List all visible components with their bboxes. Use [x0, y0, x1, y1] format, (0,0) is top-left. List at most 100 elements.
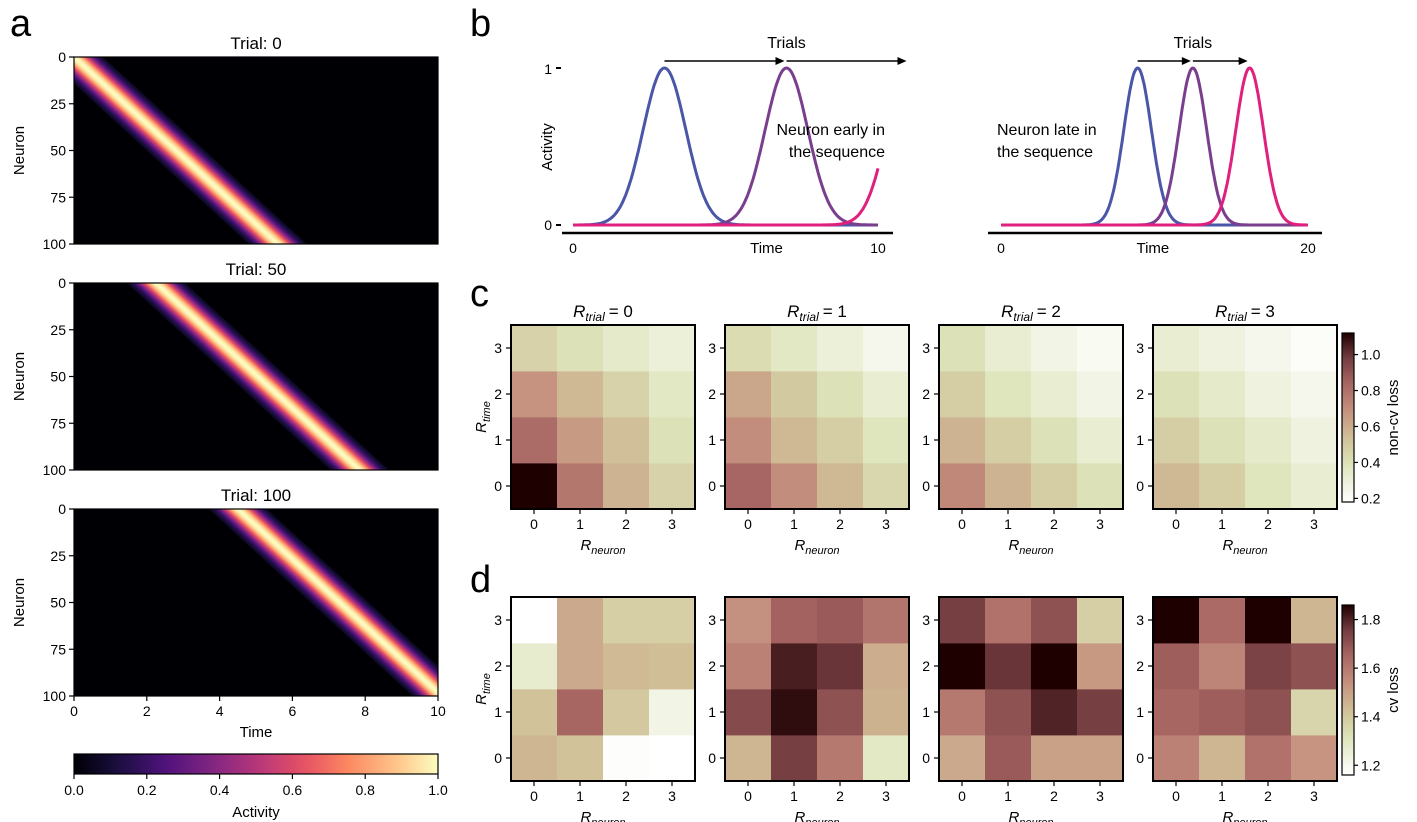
heatmap-cell [511, 643, 558, 690]
heatmap-cell [649, 417, 696, 464]
colorbar-tick-label: 0.6 [1361, 418, 1381, 434]
heatmap-cell [771, 371, 818, 418]
heatmap-cell [863, 643, 910, 690]
y-axis-label: Neuron [11, 578, 28, 627]
x-axis-label: Rneuron [580, 809, 625, 822]
y-tick-label: 100 [43, 236, 67, 252]
sequence-band [203, 509, 438, 696]
y-tick-label: 3 [1136, 612, 1144, 628]
x-axis-label: Rneuron [580, 537, 625, 557]
x-tick-label: 3 [1310, 516, 1318, 532]
heatmap-cell [1245, 371, 1292, 418]
heatmap-cell [817, 597, 864, 644]
heatmap-cell [1199, 597, 1246, 644]
heatmap-cell [649, 325, 696, 372]
heatmap-cell [1031, 735, 1078, 782]
y-tick-label: 3 [708, 612, 716, 628]
y-tick-label: 1 [1136, 432, 1144, 448]
x-tick-label: 2 [622, 788, 630, 804]
y-tick-label: 0 [494, 750, 502, 766]
heatmap-cell [725, 643, 772, 690]
subplot-title: Trial: 100 [221, 486, 291, 505]
heatmap-cell [1199, 643, 1246, 690]
heatmap-cell [1199, 689, 1246, 736]
colorbar-tick-label: 0.2 [1361, 490, 1381, 506]
heatmap-cell [1153, 597, 1200, 644]
heatmap-cell [817, 689, 864, 736]
x-axis-label: Rneuron [794, 537, 839, 557]
x-tick-label: 1 [1004, 788, 1012, 804]
heatmap-cell [511, 325, 558, 372]
subplot-title: Rtrial = 1 [787, 302, 847, 324]
y-tick-label: 3 [708, 340, 716, 356]
x-tick-label: 0 [530, 516, 538, 532]
x-tick-label: 2 [836, 516, 844, 532]
loss-heatmap-1: 0 0 1 1 2 2 3 3 Rneuron [708, 596, 910, 822]
y-tick-label: 2 [708, 658, 716, 674]
heatmap-cell [557, 689, 604, 736]
x-tick-label: 4 [216, 703, 224, 719]
heatmap-cell [1077, 371, 1124, 418]
heatmap-cell [1153, 735, 1200, 782]
y-tick-label: 1 [922, 704, 930, 720]
heatmap-cell [1031, 597, 1078, 644]
heatmap-cell [1153, 463, 1200, 510]
subplot-title: Rtrial = 3 [1215, 302, 1275, 324]
colorbar-tick-label: 0.4 [1361, 454, 1381, 470]
heatmap-cell [1291, 735, 1338, 782]
x-tick-label: 10 [870, 240, 886, 256]
heatmap-cell [1245, 689, 1292, 736]
heatmap-cell [1245, 463, 1292, 510]
colorbar-tick-label: 1.6 [1361, 660, 1381, 676]
heatmap-cell [511, 463, 558, 510]
heatmap-cell [939, 325, 986, 372]
heatmap-cell [939, 371, 986, 418]
heatmap-cell [1199, 325, 1246, 372]
y-tick-label: 0 [58, 49, 66, 65]
heatmap-cell [863, 371, 910, 418]
loss-heatmap-0: 0 0 1 1 2 2 3 3 Rneuron [494, 596, 696, 822]
heatmap-cell [1153, 417, 1200, 464]
y-tick-label: 75 [50, 641, 66, 657]
heatmap-cell [771, 325, 818, 372]
heatmap-cell [817, 735, 864, 782]
x-tick-label: 0 [70, 703, 78, 719]
heatmap-cell [1077, 643, 1124, 690]
y-tick-label: 1 [922, 432, 930, 448]
x-axis-label: Time [750, 240, 783, 257]
y-tick-label: 50 [50, 595, 66, 611]
heatmap-cell [1245, 325, 1292, 372]
y-tick-label: 1 [708, 432, 716, 448]
x-axis-label: Time [1136, 240, 1169, 257]
colorbar-tick-label: 1.8 [1361, 612, 1381, 628]
heatmap-cell [985, 417, 1032, 464]
colorbar-tick-label: 0.4 [210, 782, 230, 798]
heatmap-cell [771, 735, 818, 782]
heatmap-cell [939, 597, 986, 644]
heatmap-cell [1291, 689, 1338, 736]
heatmap-cell [771, 417, 818, 464]
heatmap-cell [725, 325, 772, 372]
heatmap-cell [557, 597, 604, 644]
y-tick-label: 1 [494, 432, 502, 448]
x-tick-label: 2 [836, 788, 844, 804]
heatmap-cell [1031, 643, 1078, 690]
colorbar-tick-label: 0.6 [283, 782, 303, 798]
sequence-band [121, 283, 395, 470]
heatmap-cell [1077, 689, 1124, 736]
x-tick-label: 0 [958, 516, 966, 532]
y-tick-label: 0 [58, 275, 66, 291]
y-tick-label: 3 [494, 612, 502, 628]
x-tick-label: 6 [289, 703, 297, 719]
y-tick-label: 50 [50, 143, 66, 159]
heatmap-cell [725, 371, 772, 418]
y-tick-label: 2 [1136, 658, 1144, 674]
colorbar-tick-label: 1.4 [1361, 709, 1381, 725]
trials-label: Trials [1174, 35, 1213, 52]
y-tick-label: 75 [50, 189, 66, 205]
x-tick-label: 20 [1300, 240, 1316, 256]
x-tick-label: 3 [668, 788, 676, 804]
heatmap-cell [863, 417, 910, 464]
heatmap-cell [1291, 371, 1338, 418]
